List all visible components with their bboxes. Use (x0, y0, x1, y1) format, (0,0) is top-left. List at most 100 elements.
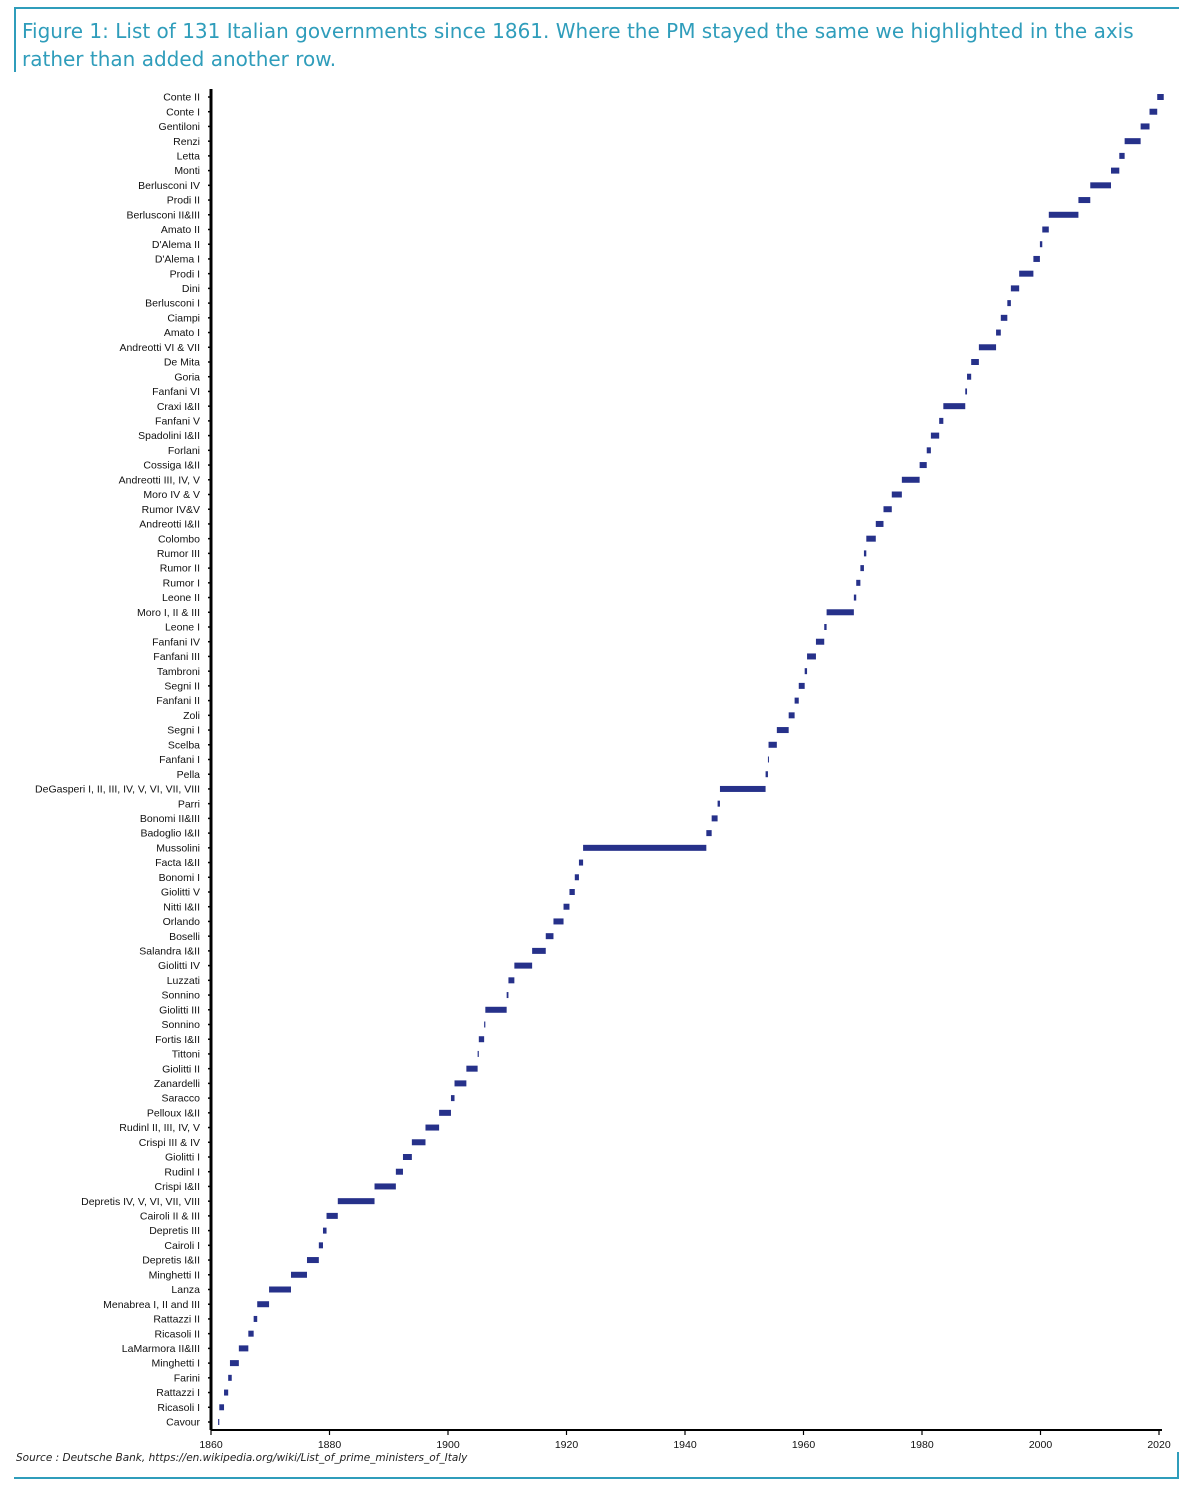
government-bar (853, 594, 857, 601)
category-label: Segni I (167, 725, 200, 737)
category-label: De Mita (164, 357, 200, 369)
government-bar (508, 977, 515, 984)
government-bar (939, 417, 944, 424)
x-tick-label: 1860 (199, 1439, 223, 1451)
government-bar (257, 1301, 270, 1308)
category-label: Segni II (164, 680, 200, 692)
government-bar (875, 520, 884, 527)
government-bar (563, 903, 570, 910)
category-label: Moro IV & V (143, 489, 200, 501)
bottom-border-rule (14, 1477, 1179, 1479)
category-label: Craxi I&II (157, 401, 200, 413)
category-label: Forlani (168, 445, 200, 457)
government-bar (1111, 167, 1120, 174)
government-bar (337, 1198, 375, 1205)
government-bar (788, 712, 795, 719)
government-bar (228, 1374, 232, 1381)
category-label: Rumor IV&V (142, 504, 200, 516)
category-label: Fanfani VI (152, 386, 200, 398)
government-bar (1078, 197, 1091, 204)
x-tick-label: 1920 (555, 1439, 579, 1451)
government-bar (1039, 241, 1043, 248)
chart-axes: 1860 1880 1900 1920 1940 1960 1980 2000 2020 (199, 89, 1171, 1451)
category-label: Leone II (162, 592, 200, 604)
category-label: Monti (174, 165, 200, 177)
government-bar (248, 1330, 254, 1337)
government-bar (318, 1242, 323, 1249)
top-border-rule (14, 7, 1179, 9)
category-label: Crispi III & IV (139, 1137, 200, 1149)
government-bar (484, 1021, 486, 1028)
government-bar (253, 1315, 258, 1322)
category-label: Rumor II (160, 563, 200, 575)
category-label: Spadolini I&II (138, 430, 200, 442)
category-label: Farini (174, 1372, 200, 1384)
category-label: Moro I, II & III (137, 607, 200, 619)
category-label: Dini (182, 283, 200, 295)
government-bar (1033, 255, 1040, 262)
government-bar (996, 329, 1001, 336)
x-tick-label: 1960 (792, 1439, 816, 1451)
government-bar (919, 462, 927, 469)
category-label: Fanfani I (159, 754, 200, 766)
category-label: Bonomi I (159, 872, 200, 884)
category-label: Amato I (164, 327, 200, 339)
government-bar (454, 1080, 467, 1087)
government-bar (807, 653, 816, 660)
category-label: Fanfani IV (152, 636, 200, 648)
title-accent-rule (14, 9, 16, 72)
government-bar (711, 815, 718, 822)
government-bar (978, 344, 997, 351)
category-label: Nitti I&II (163, 901, 200, 913)
category-label: Ciampi (167, 312, 200, 324)
government-bar (1010, 285, 1020, 292)
government-bar (326, 1212, 338, 1219)
category-label: Cossiga I&II (143, 460, 200, 472)
government-bar (804, 668, 808, 675)
category-label: D'Alema II (152, 239, 200, 251)
government-bar (322, 1227, 327, 1234)
government-bar (798, 682, 805, 689)
category-label: Leone I (165, 622, 200, 634)
government-bar (717, 800, 720, 807)
government-bar (485, 1006, 507, 1013)
government-bar (856, 579, 861, 586)
government-bar (1149, 108, 1158, 115)
category-label: Fanfani III (153, 651, 200, 663)
category-label: Pella (177, 769, 201, 781)
government-bar (269, 1286, 291, 1293)
government-bar (901, 476, 920, 483)
category-label: Prodi I (170, 268, 200, 280)
government-bar (450, 1095, 455, 1102)
category-label: Andreotti III, IV, V (119, 474, 200, 486)
government-bar (1007, 300, 1011, 307)
government-bar (883, 506, 892, 513)
category-label: Luzzati (167, 975, 200, 987)
category-label: Giolitti II (162, 1063, 200, 1075)
category-label: Zanardelli (154, 1078, 200, 1090)
category-label: Orlando (163, 916, 201, 928)
government-bar (290, 1271, 307, 1278)
government-bar (719, 785, 766, 792)
category-label: Sonnino (161, 1019, 200, 1031)
category-label: Depretis I&II (142, 1255, 200, 1267)
government-bar (219, 1404, 225, 1411)
government-bar (583, 844, 707, 851)
government-bar (815, 638, 825, 645)
category-label: Giolitti V (161, 887, 200, 899)
government-bar (439, 1109, 451, 1116)
government-bar (1140, 123, 1150, 130)
government-bar (1048, 211, 1079, 218)
category-label: Mussolini (156, 842, 200, 854)
category-label: Berlusconi II&III (126, 209, 200, 221)
category-label: Scelba (168, 739, 200, 751)
government-bars (218, 94, 1164, 1425)
category-label: Ricasoli II (154, 1328, 200, 1340)
x-tick-label: 2020 (1147, 1439, 1171, 1451)
category-label: Boselli (169, 931, 200, 943)
category-label: Cairoli I (164, 1240, 200, 1252)
category-label: Depretis IV, V, VI, VII, VIII (81, 1196, 200, 1208)
government-bar (218, 1419, 220, 1425)
government-bar (768, 741, 777, 748)
